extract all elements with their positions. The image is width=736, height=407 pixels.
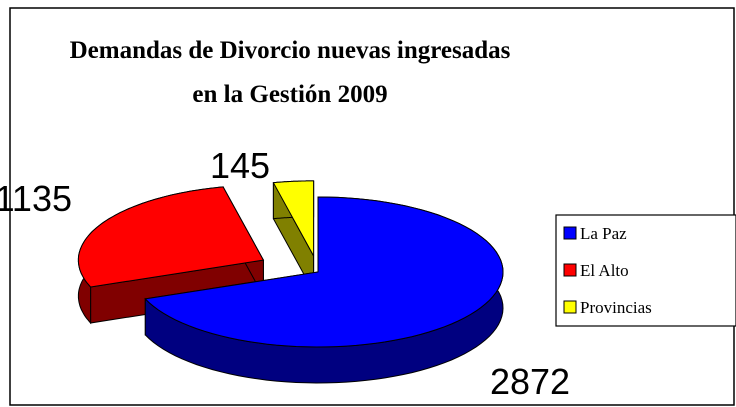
legend-swatch	[563, 226, 577, 240]
slice	[272, 180, 315, 257]
chart-title: Demandas de Divorcio nuevas ingresadas	[70, 37, 511, 64]
data-label: 2872	[490, 361, 570, 402]
legend-swatch	[563, 263, 577, 277]
data-label: 1135	[0, 178, 72, 219]
chart-title: en la Gestión 2009	[192, 81, 387, 108]
legend-label: La Paz	[580, 224, 627, 243]
pie: 2872 1135 145	[0, 145, 570, 402]
legend-label: El Alto	[580, 261, 629, 280]
legend	[555, 214, 736, 327]
slice	[144, 196, 504, 348]
data-label: 145	[210, 145, 270, 186]
slice	[77, 186, 265, 288]
legend-swatch	[563, 300, 577, 314]
legend-label: Provincias	[580, 298, 652, 317]
